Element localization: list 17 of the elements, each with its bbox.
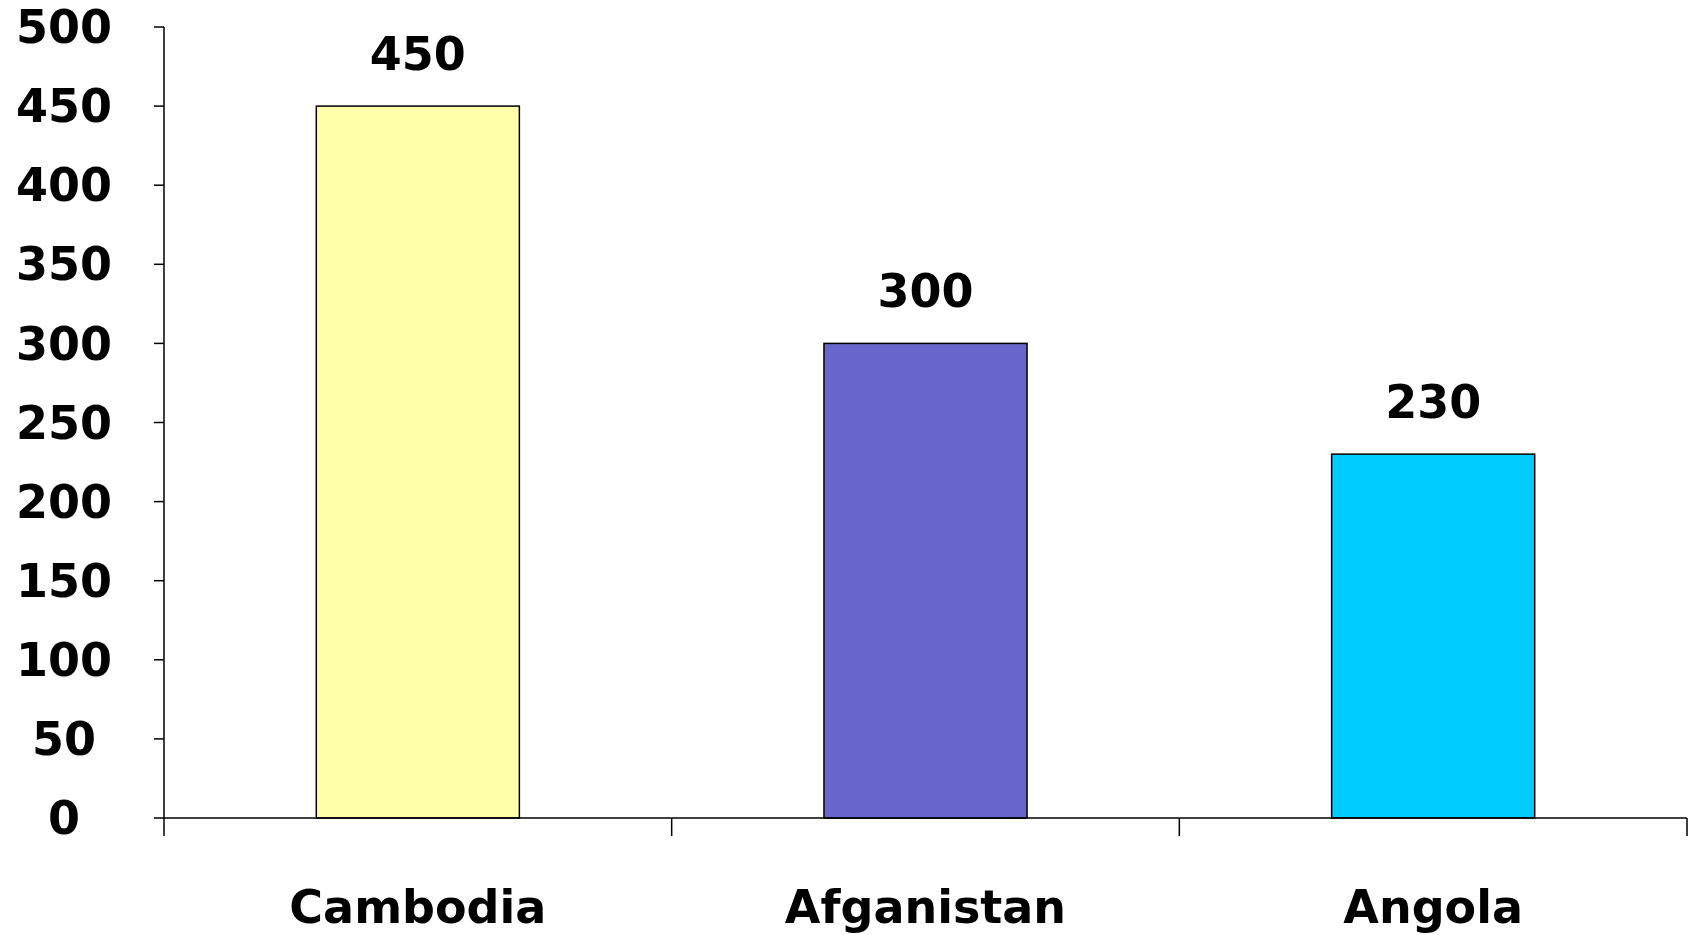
data-label: 230: [1385, 375, 1482, 430]
y-tick-label: 50: [31, 712, 97, 766]
x-tick-label: Cambodia: [289, 880, 547, 934]
y-tick-label: 250: [15, 395, 113, 450]
y-tick-label: 350: [15, 237, 113, 292]
y-tick-label: 400: [15, 158, 113, 213]
y-tick-label: 0: [47, 791, 81, 846]
y-tick-label: 450: [15, 79, 113, 134]
y-tick-label: 200: [15, 474, 113, 529]
y-tick-label: 300: [15, 316, 113, 371]
data-label: 300: [877, 264, 974, 319]
x-tick-label: Afganistan: [784, 880, 1067, 934]
data-label: 450: [369, 27, 466, 82]
x-tick-label: Angola: [1343, 880, 1524, 934]
y-tick-label: 500: [15, 0, 113, 55]
y-tick-label: 150: [15, 553, 113, 608]
y-tick-label: 100: [15, 632, 113, 687]
